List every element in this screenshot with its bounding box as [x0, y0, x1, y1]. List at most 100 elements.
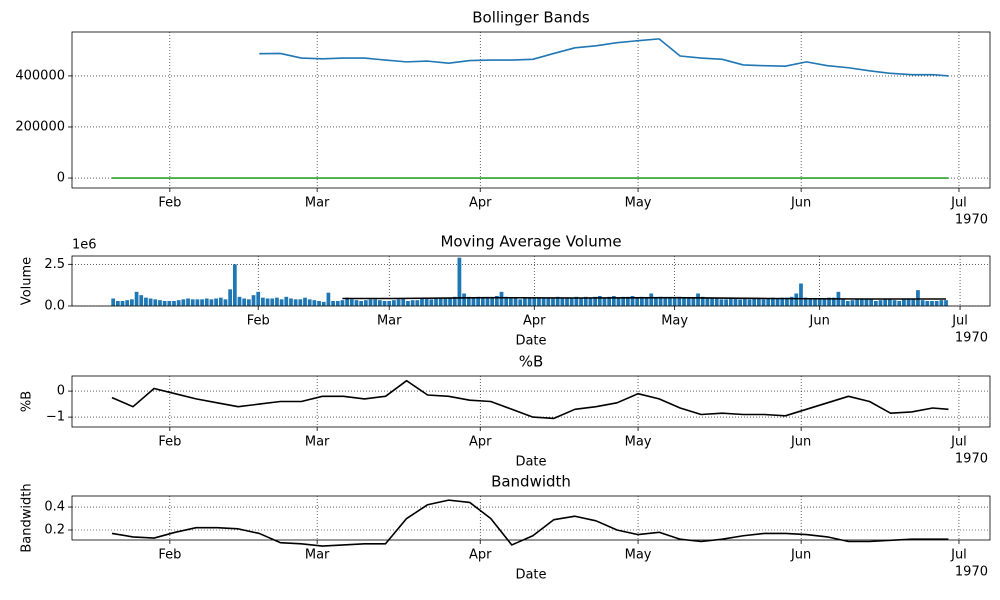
line	[259, 38, 949, 77]
axes-frame	[71, 495, 991, 541]
bar	[808, 298, 813, 306]
bar	[944, 300, 948, 306]
bar	[822, 298, 827, 306]
bar	[747, 299, 752, 306]
bar	[139, 295, 144, 306]
x-tick-label: Jun	[809, 314, 830, 329]
bar	[420, 298, 424, 306]
bar	[270, 298, 275, 306]
bar	[518, 299, 523, 306]
bar	[635, 297, 640, 306]
bar	[654, 297, 658, 306]
bar	[307, 299, 312, 306]
x-offset-label: 1970	[955, 565, 988, 580]
x-offset-label: 1970	[955, 213, 988, 228]
x-tick-label: Apr	[523, 314, 546, 329]
y-tick-label: 0.0	[44, 299, 65, 314]
bar	[906, 298, 911, 306]
chart-title: %B	[519, 353, 544, 371]
bar	[850, 300, 855, 306]
bar	[696, 293, 700, 306]
x-tick-label: Apr	[469, 435, 492, 450]
bar	[710, 298, 714, 306]
bar	[546, 298, 551, 306]
chart-title: Bollinger Bands	[472, 9, 590, 27]
bar	[354, 300, 359, 306]
bar	[859, 299, 864, 306]
bar	[232, 264, 237, 306]
x-tick-label: Mar	[377, 314, 402, 329]
bar	[588, 297, 593, 306]
bar	[555, 296, 560, 306]
bar	[593, 296, 597, 306]
bar	[378, 300, 382, 306]
bar	[766, 298, 771, 306]
bar	[691, 297, 696, 306]
bar	[756, 298, 761, 306]
bar	[813, 299, 817, 306]
bar	[640, 296, 644, 306]
bar	[246, 299, 251, 306]
bar	[158, 300, 162, 306]
bar	[569, 297, 574, 306]
bar	[204, 298, 209, 306]
axes-frame	[71, 31, 991, 189]
bar	[349, 299, 354, 306]
bar	[831, 297, 836, 306]
y-offset-label: 1e6	[72, 238, 97, 253]
bar	[312, 300, 317, 306]
bar	[892, 300, 897, 306]
bar	[162, 301, 167, 306]
bar	[396, 299, 401, 306]
bar	[429, 299, 434, 306]
bar	[920, 300, 925, 306]
bar	[410, 300, 415, 306]
x-offset-label: 1970	[955, 452, 988, 467]
bar	[523, 297, 527, 306]
bar	[214, 298, 218, 306]
bar	[209, 299, 214, 306]
bar	[902, 299, 906, 306]
bar	[724, 299, 728, 306]
bar	[499, 291, 504, 306]
x-tick-label: May	[661, 314, 688, 329]
x-tick-label: Feb	[158, 435, 181, 450]
y-axis-label: Volume	[20, 257, 35, 305]
bar	[658, 296, 663, 306]
x-tick-label: Feb	[158, 196, 181, 211]
bar	[888, 299, 892, 306]
bar	[789, 296, 794, 306]
bar	[677, 296, 682, 306]
bar	[883, 299, 888, 306]
bar	[705, 297, 710, 306]
bar	[153, 299, 158, 306]
bar	[611, 296, 616, 306]
bar	[873, 301, 878, 306]
bar	[878, 300, 883, 306]
bar	[359, 301, 364, 306]
bar	[415, 300, 420, 306]
bar	[738, 299, 743, 306]
bar	[289, 298, 293, 306]
x-tick-label: Mar	[305, 435, 330, 450]
y-tick-label: 0.2	[44, 523, 65, 538]
y-tick-label: −1	[46, 410, 65, 425]
bar	[190, 299, 195, 306]
bar	[237, 296, 242, 306]
bar	[443, 298, 448, 306]
x-tick-label: Apr	[469, 548, 492, 563]
bar	[186, 298, 190, 306]
chart-title: Moving Average Volume	[440, 233, 621, 251]
bar	[434, 298, 438, 306]
bar	[275, 297, 279, 306]
x-axis-label: Date	[515, 455, 546, 470]
line	[111, 499, 949, 547]
bar	[775, 298, 780, 306]
bar	[284, 296, 289, 306]
bar	[167, 301, 172, 306]
bar	[672, 297, 677, 306]
bar	[176, 300, 181, 306]
bar	[761, 299, 766, 306]
bar	[130, 299, 134, 306]
